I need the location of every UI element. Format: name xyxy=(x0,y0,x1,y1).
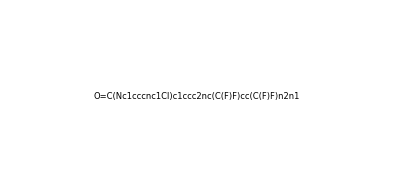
Text: O=C(Nc1cccnc1Cl)c1ccc2nc(C(F)F)cc(C(F)F)n2n1: O=C(Nc1cccnc1Cl)c1ccc2nc(C(F)F)cc(C(F)F)… xyxy=(93,92,300,100)
